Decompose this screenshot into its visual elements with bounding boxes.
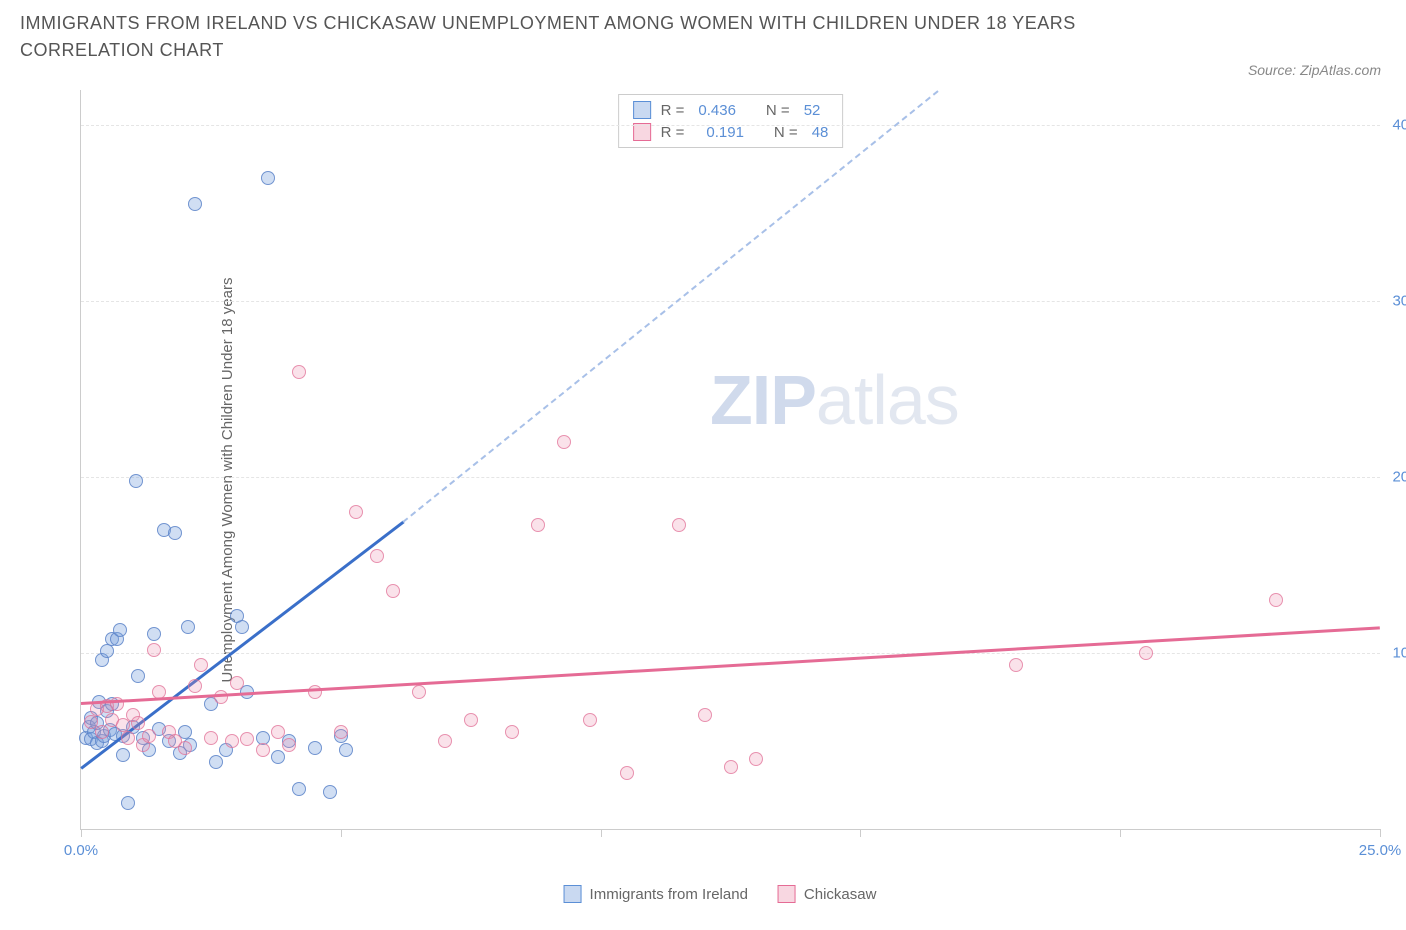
data-point (142, 729, 156, 743)
data-point (240, 732, 254, 746)
data-point (235, 620, 249, 634)
data-point (181, 620, 195, 634)
data-point (370, 549, 384, 563)
data-point (100, 644, 114, 658)
source-label: Source: ZipAtlas.com (1248, 62, 1381, 78)
data-point (308, 741, 322, 755)
x-tick-label: 25.0% (1359, 842, 1402, 859)
data-point (672, 518, 686, 532)
gridline (81, 653, 1380, 654)
x-tick (601, 829, 602, 837)
data-point (188, 197, 202, 211)
data-point (1139, 646, 1153, 660)
data-point (698, 708, 712, 722)
x-tick (860, 829, 861, 837)
data-point (334, 725, 348, 739)
swatch-blue (633, 101, 651, 119)
data-point (583, 713, 597, 727)
data-point (292, 365, 306, 379)
swatch-blue (564, 885, 582, 903)
data-point (349, 505, 363, 519)
gridline (81, 477, 1380, 478)
data-point (323, 785, 337, 799)
data-point (620, 766, 634, 780)
data-point (131, 669, 145, 683)
data-point (438, 734, 452, 748)
data-point (230, 676, 244, 690)
data-point (557, 435, 571, 449)
data-point (214, 690, 228, 704)
chart-title: IMMIGRANTS FROM IRELAND VS CHICKASAW UNE… (20, 10, 1170, 64)
data-point (1009, 658, 1023, 672)
trend-line-dashed (403, 90, 939, 523)
x-tick (1120, 829, 1121, 837)
x-tick (1380, 829, 1381, 837)
r-value-0: 0.436 (698, 102, 736, 119)
n-value-0: 52 (804, 102, 821, 119)
data-point (121, 796, 135, 810)
x-tick (81, 829, 82, 837)
watermark: ZIPatlas (710, 360, 959, 440)
data-point (724, 760, 738, 774)
y-tick-label: 40.0% (1392, 117, 1406, 134)
x-tick-label: 0.0% (64, 842, 98, 859)
data-point (209, 755, 223, 769)
data-point (271, 750, 285, 764)
y-tick-label: 10.0% (1392, 645, 1406, 662)
legend-item: Immigrants from Ireland (564, 885, 748, 903)
legend-label-0: Immigrants from Ireland (590, 886, 748, 903)
data-point (95, 725, 109, 739)
legend: Immigrants from Ireland Chickasaw (564, 885, 877, 903)
scatter-plot: ZIPatlas R = 0.436 N = 52 R = 0.191 N = … (80, 90, 1380, 830)
data-point (339, 743, 353, 757)
data-point (464, 713, 478, 727)
data-point (412, 685, 426, 699)
stat-row: R = 0.436 N = 52 (633, 99, 829, 121)
legend-item: Chickasaw (778, 885, 877, 903)
data-point (749, 752, 763, 766)
data-point (116, 748, 130, 762)
data-point (308, 685, 322, 699)
data-point (113, 623, 127, 637)
data-point (147, 627, 161, 641)
data-point (505, 725, 519, 739)
gridline (81, 125, 1380, 126)
r-label: R = (661, 102, 685, 119)
y-tick-label: 20.0% (1392, 469, 1406, 486)
data-point (256, 743, 270, 757)
data-point (129, 474, 143, 488)
data-point (531, 518, 545, 532)
data-point (225, 734, 239, 748)
data-point (194, 658, 208, 672)
data-point (282, 738, 296, 752)
data-point (178, 741, 192, 755)
gridline (81, 301, 1380, 302)
data-point (1269, 593, 1283, 607)
legend-label-1: Chickasaw (804, 886, 877, 903)
data-point (271, 725, 285, 739)
data-point (204, 731, 218, 745)
stat-box: R = 0.436 N = 52 R = 0.191 N = 48 (618, 94, 844, 148)
n-label: N = (766, 102, 790, 119)
x-tick (341, 829, 342, 837)
data-point (261, 171, 275, 185)
data-point (121, 731, 135, 745)
data-point (131, 716, 145, 730)
y-tick-label: 30.0% (1392, 293, 1406, 310)
data-point (147, 643, 161, 657)
data-point (292, 782, 306, 796)
data-point (188, 679, 202, 693)
data-point (168, 526, 182, 540)
data-point (386, 584, 400, 598)
chart-area: Unemployment Among Women with Children U… (60, 90, 1380, 870)
trend-line (81, 627, 1380, 705)
swatch-pink (778, 885, 796, 903)
